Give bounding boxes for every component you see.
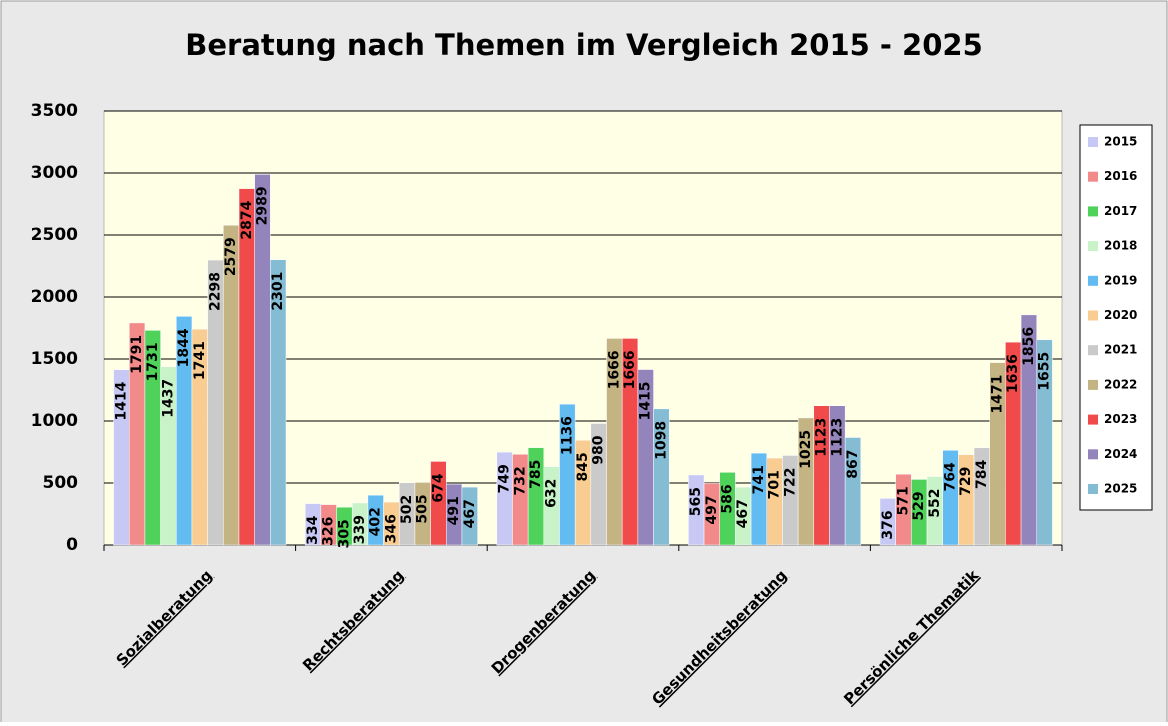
value-label: 1655 — [1037, 352, 1053, 391]
value-label: 505 — [415, 494, 431, 523]
value-label: 467 — [735, 499, 751, 528]
value-label: 305 — [336, 519, 352, 548]
value-label: 529 — [911, 491, 927, 520]
value-label: 346 — [383, 514, 399, 543]
value-label: 732 — [512, 466, 528, 495]
value-label: 2989 — [255, 186, 271, 225]
legend-label: 2019 — [1104, 273, 1137, 287]
y-tick-label: 0 — [66, 535, 78, 555]
legend-label: 2025 — [1104, 482, 1137, 496]
value-label: 764 — [943, 462, 959, 491]
value-label: 980 — [591, 435, 607, 464]
legend-swatch — [1088, 484, 1098, 494]
legend-swatch — [1088, 345, 1098, 356]
legend-swatch — [1088, 414, 1098, 425]
y-tick-label: 1500 — [31, 349, 78, 369]
value-label: 845 — [575, 452, 591, 481]
value-label: 1437 — [160, 379, 176, 418]
legend-swatch — [1088, 137, 1098, 147]
legend-label: 2021 — [1104, 343, 1137, 357]
value-label: 1666 — [606, 350, 622, 389]
value-label: 674 — [430, 473, 446, 502]
legend-label: 2015 — [1104, 135, 1137, 149]
value-label: 1415 — [638, 382, 654, 421]
value-label: 741 — [751, 465, 767, 494]
legend-swatch — [1088, 275, 1098, 286]
y-tick-label: 2000 — [31, 287, 78, 307]
legend-swatch — [1088, 206, 1098, 217]
value-label: 491 — [446, 496, 462, 525]
value-label: 571 — [895, 486, 911, 515]
y-tick-label: 500 — [43, 473, 79, 493]
bar — [653, 408, 670, 546]
value-label: 376 — [880, 510, 896, 539]
value-label: 467 — [462, 499, 478, 528]
legend-label: 2022 — [1104, 377, 1137, 391]
value-label: 1844 — [176, 328, 192, 367]
value-label: 326 — [321, 517, 337, 546]
legend-swatch — [1088, 310, 1098, 321]
value-label: 1731 — [145, 342, 161, 381]
value-label: 1791 — [129, 335, 145, 374]
value-label: 1025 — [798, 430, 814, 469]
value-label: 502 — [399, 495, 415, 524]
value-label: 2579 — [223, 237, 239, 276]
value-label: 2301 — [270, 272, 286, 311]
y-tick-label: 2500 — [31, 225, 78, 245]
value-label: 1123 — [814, 418, 830, 457]
legend-swatch — [1088, 449, 1098, 460]
value-label: 2874 — [239, 200, 255, 239]
value-label: 334 — [305, 515, 321, 544]
value-label: 1471 — [990, 375, 1006, 414]
bar — [844, 437, 862, 546]
bar — [1036, 339, 1053, 546]
value-label: 729 — [958, 467, 974, 496]
value-label: 1123 — [829, 418, 845, 457]
bar — [254, 174, 271, 546]
legend-label: 2016 — [1104, 169, 1137, 183]
value-label: 784 — [974, 460, 990, 489]
value-label: 867 — [845, 449, 861, 478]
value-label: 749 — [497, 464, 513, 493]
legend-swatch — [1088, 241, 1098, 252]
y-tick-label: 1000 — [31, 411, 78, 431]
chart-title: Beratung nach Themen im Vergleich 2015 -… — [185, 28, 983, 62]
value-label: 2298 — [207, 272, 223, 311]
value-label: 1666 — [622, 350, 638, 389]
y-tick-label: 3000 — [31, 163, 78, 183]
value-label: 586 — [720, 484, 736, 513]
legend-swatch — [1088, 171, 1098, 182]
y-tick-label: 3500 — [31, 101, 78, 121]
value-label: 402 — [368, 507, 384, 536]
value-label: 785 — [528, 460, 544, 489]
legend-label: 2018 — [1104, 239, 1137, 253]
value-label: 339 — [352, 515, 368, 544]
value-label: 1098 — [653, 421, 669, 460]
value-label: 632 — [544, 479, 560, 508]
value-label: 497 — [704, 495, 720, 524]
value-label: 1136 — [559, 416, 575, 455]
value-label: 1414 — [113, 381, 129, 420]
bar — [270, 259, 287, 546]
legend-label: 2023 — [1104, 412, 1137, 426]
value-label: 1741 — [192, 341, 208, 380]
value-label: 722 — [782, 467, 798, 496]
value-label: 1856 — [1021, 327, 1037, 366]
legend-label: 2020 — [1104, 308, 1137, 322]
value-label: 552 — [927, 489, 943, 518]
value-label: 565 — [688, 487, 704, 516]
bar — [461, 486, 478, 546]
legend-label: 2017 — [1104, 204, 1137, 218]
legend-label: 2024 — [1104, 447, 1137, 461]
value-label: 701 — [767, 470, 783, 499]
bar — [238, 188, 255, 546]
legend-swatch — [1088, 379, 1098, 390]
value-label: 1636 — [1005, 354, 1021, 393]
